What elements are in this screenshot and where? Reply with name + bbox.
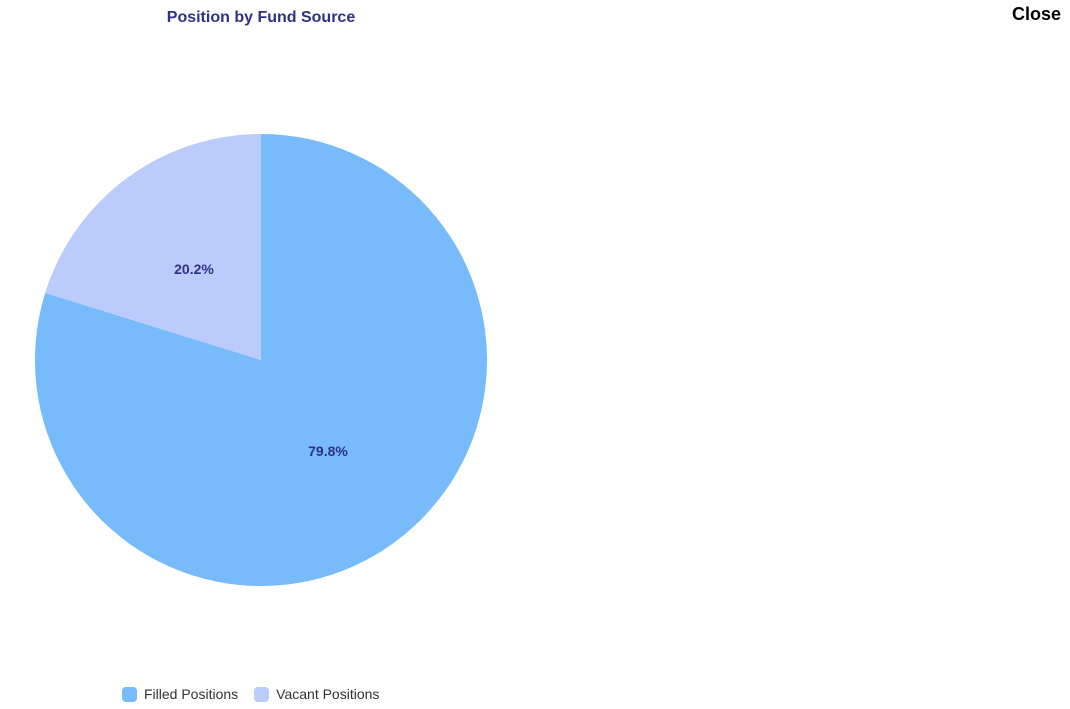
chart-title: Position by Fund Source [166, 9, 356, 26]
close-button[interactable]: Close [1011, 4, 1061, 24]
legend-label: Filled Positions [144, 686, 239, 702]
legend-swatch [254, 686, 270, 702]
pie-slice-vacant[interactable] [45, 134, 262, 360]
data-label: 79.8% [308, 443, 348, 459]
legend-label: Vacant Positions [276, 686, 380, 702]
legend: Filled Positions Vacant Positions [122, 686, 379, 702]
data-label: 20.2% [174, 261, 214, 277]
legend-item-filled[interactable]: Filled Positions [122, 686, 238, 702]
legend-item-vacant[interactable]: Vacant Positions [254, 686, 379, 702]
legend-swatch [122, 686, 137, 702]
